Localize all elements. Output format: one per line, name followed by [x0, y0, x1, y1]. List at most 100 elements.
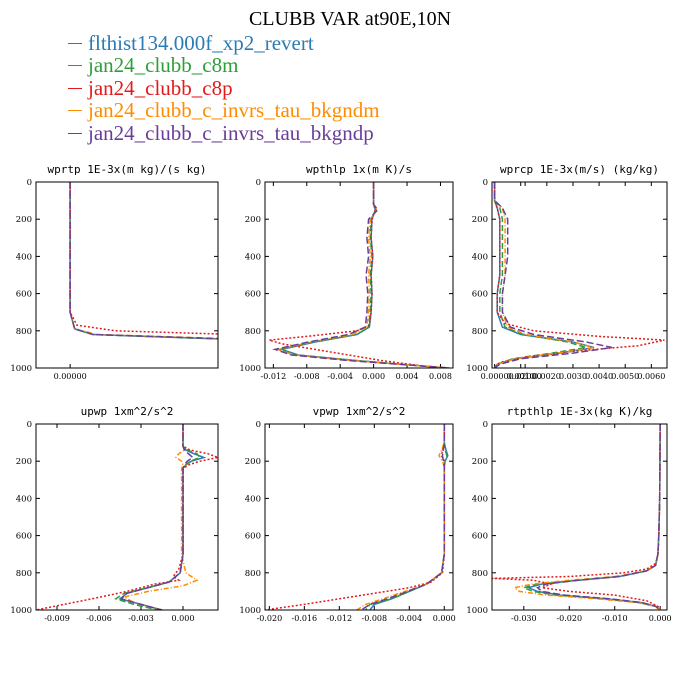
y-tick-label: 200 — [472, 457, 488, 467]
legend-label: jan24_clubb_c_invrs_tau_bkgndp — [88, 120, 374, 145]
subplot-title: wprcp 1E-3x(m/s) (kg/kg) — [500, 163, 659, 176]
x-tick-label: 0.0060 — [637, 372, 665, 381]
x-tick-label: -0.008 — [361, 614, 387, 623]
y-tick-label: 0 — [256, 420, 261, 430]
x-tick-label: 0.0040 — [585, 372, 613, 381]
figure-title: CLUBB VAR at90E,10N — [248, 8, 452, 30]
series-line — [365, 424, 448, 610]
subplot-title: rtpthlp 1E-3x(kg K)/kg — [507, 405, 653, 418]
series-line — [69, 182, 218, 335]
x-tick-label: -0.006 — [86, 614, 112, 623]
y-tick-label: 800 — [472, 569, 488, 579]
legend-entry: jan24_clubb_c8m — [68, 53, 380, 78]
y-tick-label: 0 — [483, 178, 488, 188]
series-line — [360, 424, 446, 610]
x-tick-label: 0.000 — [433, 614, 456, 623]
series-line — [268, 182, 449, 368]
legend-entry: jan24_clubb_c_invrs_tau_bkgndm — [68, 98, 380, 123]
y-tick-label: 600 — [472, 290, 488, 300]
y-tick-label: 1000 — [10, 606, 32, 616]
subplot-title: vpwp 1xm^2/s^2 — [313, 405, 406, 418]
x-tick-label: -0.012 — [261, 372, 287, 381]
series-line — [493, 182, 665, 368]
x-tick-label: -0.020 — [257, 614, 283, 623]
x-tick-label: -0.009 — [44, 614, 70, 623]
legend-swatch — [68, 87, 82, 89]
subplot-title: wprtp 1E-3x(m kg)/(s kg) — [48, 163, 207, 176]
x-tick-label: -0.004 — [327, 372, 353, 381]
legend-entry: jan24_clubb_c8p — [68, 75, 380, 100]
subplot: wpthlp 1x(m K)/s02004006008001000-0.012-… — [239, 163, 454, 381]
legend-label: flthist134.000f_xp2_revert — [88, 30, 314, 55]
plot-frame — [35, 181, 219, 369]
y-tick-label: 400 — [472, 252, 488, 262]
y-tick-label: 400 — [245, 494, 261, 504]
y-tick-label: 0 — [27, 178, 32, 188]
x-tick-label: -0.008 — [294, 372, 320, 381]
y-tick-label: 200 — [245, 215, 261, 225]
series-line — [493, 182, 595, 368]
x-tick-label: 0.0050 — [611, 372, 639, 381]
y-tick-label: 600 — [245, 532, 261, 542]
series-line — [114, 424, 202, 610]
series-line — [69, 182, 218, 340]
legend-label: jan24_clubb_c_invrs_tau_bkgndm — [88, 98, 380, 123]
x-tick-label: 0.000 — [649, 614, 672, 623]
y-tick-label: 0 — [27, 420, 32, 430]
series-line — [272, 182, 449, 368]
subplot: wprtp 1E-3x(m kg)/(s kg) 0 200 400 600 800 100… — [10, 163, 542, 381]
series-line — [69, 182, 218, 340]
subplot: vpwp 1xm^2/s^2 0 200 400 600 800 1000-0.020 -0.… — [239, 405, 455, 623]
legend-label: jan24_clubb_c8m — [88, 53, 239, 78]
y-tick-label: 400 — [472, 494, 488, 504]
series-line — [536, 424, 661, 610]
x-tick-label: -0.012 — [327, 614, 353, 623]
x-tick-label: 0.00000 — [54, 372, 87, 381]
y-tick-label: 200 — [472, 215, 488, 225]
series-line — [119, 424, 195, 610]
x-tick-label: -0.010 — [602, 614, 628, 623]
y-tick-label: 200 — [245, 457, 261, 467]
legend-label: jan24_clubb_c8p — [88, 75, 233, 100]
series-line — [369, 424, 449, 610]
legend: flthist134.000f_xp2_revert jan24_clubb_c… — [68, 30, 380, 145]
y-tick-label: 400 — [16, 494, 32, 504]
plot-frame — [491, 423, 668, 611]
y-tick-label: 600 — [245, 290, 261, 300]
y-tick-label: 1000 — [239, 364, 261, 374]
y-tick-label: 600 — [16, 532, 32, 542]
series-line — [69, 182, 218, 340]
legend-swatch — [68, 65, 82, 67]
subplot-title: wpthlp 1x(m K)/s — [306, 163, 412, 176]
y-tick-label: 1000 — [466, 364, 488, 374]
y-tick-label: 1000 — [239, 606, 261, 616]
series-line — [122, 424, 199, 610]
x-tick-label: 0.0010 — [507, 372, 535, 381]
series-line — [36, 424, 218, 610]
x-tick-label: 0.004 — [396, 372, 419, 381]
subplot: rtpthlp 1E-3x(kg K)/kg 0 200 400 600 800 1000 -… — [466, 405, 671, 623]
plot-frame — [491, 181, 668, 369]
y-tick-label: 200 — [16, 215, 32, 225]
x-tick-label: 0.02000 — [509, 372, 542, 381]
series-line — [493, 182, 613, 368]
legend-swatch — [68, 110, 82, 112]
subplot: upwp 1xm^2/s^2 0 200 400 600 800 1000 -0.009 -0.… — [10, 405, 219, 623]
series-line — [277, 182, 449, 368]
x-tick-label: 0.008 — [429, 372, 452, 381]
y-tick-label: 600 — [16, 290, 32, 300]
y-tick-label: 600 — [472, 532, 488, 542]
legend-entry: jan24_clubb_c_invrs_tau_bkgndp — [68, 120, 380, 145]
y-tick-label: 800 — [245, 327, 261, 337]
y-tick-label: 0 — [483, 420, 488, 430]
y-tick-label: 0 — [256, 178, 261, 188]
x-tick-label: -0.016 — [292, 614, 318, 623]
x-tick-label: -0.004 — [396, 614, 422, 623]
plot-frame — [35, 423, 219, 611]
series-line — [512, 424, 661, 610]
series-line — [493, 182, 595, 368]
x-tick-label: -0.003 — [128, 614, 154, 623]
y-tick-label: 1000 — [466, 606, 488, 616]
x-tick-label: 0.0020 — [533, 372, 561, 381]
x-tick-label: 0.0000 — [481, 372, 509, 381]
